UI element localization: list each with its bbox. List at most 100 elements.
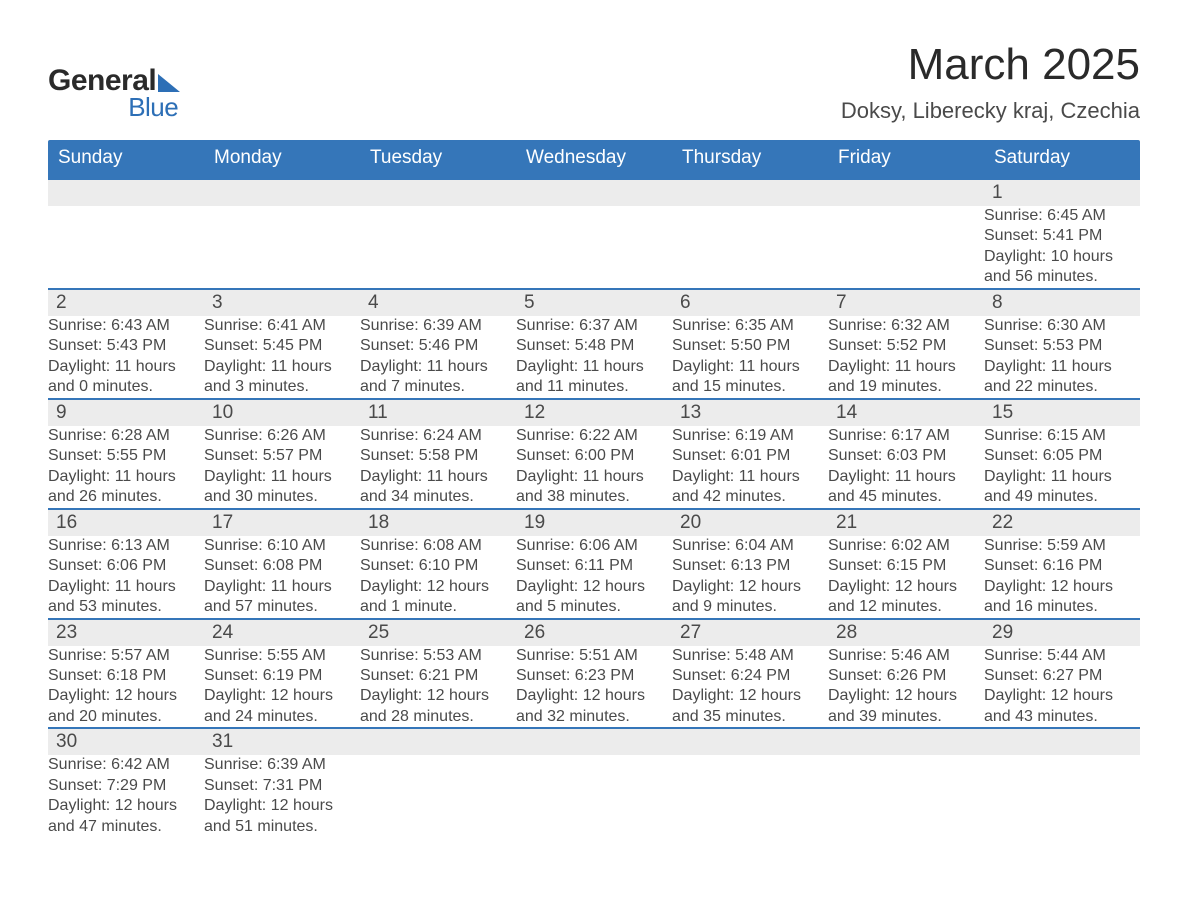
day-number-cell: 21 [828, 509, 984, 536]
day-detail-cell: Sunrise: 6:32 AMSunset: 5:52 PMDaylight:… [828, 316, 984, 399]
sunset-text: Sunset: 6:24 PM [672, 666, 828, 686]
daylight-text: Daylight: 12 hours and 35 minutes. [672, 686, 828, 727]
day-number-cell [48, 179, 204, 206]
day-detail-cell: Sunrise: 5:55 AMSunset: 6:19 PMDaylight:… [204, 646, 360, 729]
sunrise-text: Sunrise: 6:39 AM [204, 755, 360, 775]
day-number: 24 [204, 620, 360, 646]
sunset-text: Sunset: 6:16 PM [984, 556, 1140, 576]
day-number: 25 [360, 620, 516, 646]
sunset-text: Sunset: 6:15 PM [828, 556, 984, 576]
sunset-text: Sunset: 7:29 PM [48, 776, 204, 796]
daynum-row: 1 [48, 179, 1140, 206]
daylight-text: Daylight: 12 hours and 43 minutes. [984, 686, 1140, 727]
day-number: 11 [360, 400, 516, 426]
daylight-text: Daylight: 10 hours and 56 minutes. [984, 247, 1140, 288]
day-detail-cell [828, 755, 984, 837]
day-number [48, 180, 204, 206]
daylight-text: Daylight: 11 hours and 34 minutes. [360, 467, 516, 508]
sunset-text: Sunset: 7:31 PM [204, 776, 360, 796]
day-number: 8 [984, 290, 1140, 316]
day-number: 9 [48, 400, 204, 426]
day-number-cell: 3 [204, 289, 360, 316]
day-detail-cell: Sunrise: 6:22 AMSunset: 6:00 PMDaylight:… [516, 426, 672, 509]
day-number: 6 [672, 290, 828, 316]
day-number-cell [672, 728, 828, 755]
day-detail-cell [516, 206, 672, 289]
sunset-text: Sunset: 6:23 PM [516, 666, 672, 686]
detail-row: Sunrise: 6:28 AMSunset: 5:55 PMDaylight:… [48, 426, 1140, 509]
day-number: 22 [984, 510, 1140, 536]
day-detail-cell: Sunrise: 6:15 AMSunset: 6:05 PMDaylight:… [984, 426, 1140, 509]
weekday-header: Friday [828, 140, 984, 179]
day-number-cell: 20 [672, 509, 828, 536]
detail-row: Sunrise: 6:42 AMSunset: 7:29 PMDaylight:… [48, 755, 1140, 837]
day-number: 30 [48, 729, 204, 755]
day-detail-cell: Sunrise: 6:10 AMSunset: 6:08 PMDaylight:… [204, 536, 360, 619]
day-number-cell: 17 [204, 509, 360, 536]
day-number-cell: 26 [516, 619, 672, 646]
day-number: 28 [828, 620, 984, 646]
sunset-text: Sunset: 6:10 PM [360, 556, 516, 576]
day-number-cell: 22 [984, 509, 1140, 536]
day-number: 18 [360, 510, 516, 536]
daylight-text: Daylight: 12 hours and 32 minutes. [516, 686, 672, 727]
daylight-text: Daylight: 11 hours and 38 minutes. [516, 467, 672, 508]
day-detail-cell: Sunrise: 6:45 AMSunset: 5:41 PMDaylight:… [984, 206, 1140, 289]
day-number: 13 [672, 400, 828, 426]
day-number [672, 729, 828, 755]
sunset-text: Sunset: 5:50 PM [672, 336, 828, 356]
weekday-header: Tuesday [360, 140, 516, 179]
sunrise-text: Sunrise: 6:17 AM [828, 426, 984, 446]
sunrise-text: Sunrise: 6:15 AM [984, 426, 1140, 446]
day-number: 19 [516, 510, 672, 536]
daynum-row: 9101112131415 [48, 399, 1140, 426]
day-detail-cell [360, 755, 516, 837]
day-number-cell: 15 [984, 399, 1140, 426]
day-number [672, 180, 828, 206]
sunset-text: Sunset: 6:06 PM [48, 556, 204, 576]
day-number-cell [204, 179, 360, 206]
day-number: 27 [672, 620, 828, 646]
day-detail-cell: Sunrise: 6:24 AMSunset: 5:58 PMDaylight:… [360, 426, 516, 509]
sunset-text: Sunset: 5:55 PM [48, 446, 204, 466]
sunset-text: Sunset: 6:21 PM [360, 666, 516, 686]
daylight-text: Daylight: 12 hours and 24 minutes. [204, 686, 360, 727]
day-detail-cell: Sunrise: 5:44 AMSunset: 6:27 PMDaylight:… [984, 646, 1140, 729]
day-detail-cell: Sunrise: 6:39 AMSunset: 5:46 PMDaylight:… [360, 316, 516, 399]
day-number: 3 [204, 290, 360, 316]
sunset-text: Sunset: 6:13 PM [672, 556, 828, 576]
sunset-text: Sunset: 5:41 PM [984, 226, 1140, 246]
day-number [204, 180, 360, 206]
day-number-cell: 4 [360, 289, 516, 316]
sunset-text: Sunset: 5:46 PM [360, 336, 516, 356]
day-number-cell [984, 728, 1140, 755]
day-detail-cell: Sunrise: 6:28 AMSunset: 5:55 PMDaylight:… [48, 426, 204, 509]
day-detail-cell [48, 206, 204, 289]
day-number-cell [360, 728, 516, 755]
day-number: 10 [204, 400, 360, 426]
daylight-text: Daylight: 11 hours and 3 minutes. [204, 357, 360, 398]
sunrise-text: Sunrise: 5:57 AM [48, 646, 204, 666]
day-number-cell [360, 179, 516, 206]
day-number-cell [828, 179, 984, 206]
month-title: March 2025 [841, 40, 1140, 90]
sunrise-text: Sunrise: 6:43 AM [48, 316, 204, 336]
day-detail-cell: Sunrise: 6:43 AMSunset: 5:43 PMDaylight:… [48, 316, 204, 399]
sunrise-text: Sunrise: 5:55 AM [204, 646, 360, 666]
sunset-text: Sunset: 5:45 PM [204, 336, 360, 356]
daylight-text: Daylight: 12 hours and 5 minutes. [516, 577, 672, 618]
day-number: 1 [984, 180, 1140, 206]
sunrise-text: Sunrise: 5:53 AM [360, 646, 516, 666]
detail-row: Sunrise: 6:43 AMSunset: 5:43 PMDaylight:… [48, 316, 1140, 399]
sunset-text: Sunset: 5:53 PM [984, 336, 1140, 356]
day-number: 29 [984, 620, 1140, 646]
calendar-body: 1Sunrise: 6:45 AMSunset: 5:41 PMDaylight… [48, 179, 1140, 837]
sunrise-text: Sunrise: 6:41 AM [204, 316, 360, 336]
day-number-cell [828, 728, 984, 755]
day-detail-cell [828, 206, 984, 289]
sunset-text: Sunset: 5:57 PM [204, 446, 360, 466]
day-number: 4 [360, 290, 516, 316]
day-detail-cell: Sunrise: 6:17 AMSunset: 6:03 PMDaylight:… [828, 426, 984, 509]
location-text: Doksy, Liberecky kraj, Czechia [841, 98, 1140, 124]
sunset-text: Sunset: 5:52 PM [828, 336, 984, 356]
